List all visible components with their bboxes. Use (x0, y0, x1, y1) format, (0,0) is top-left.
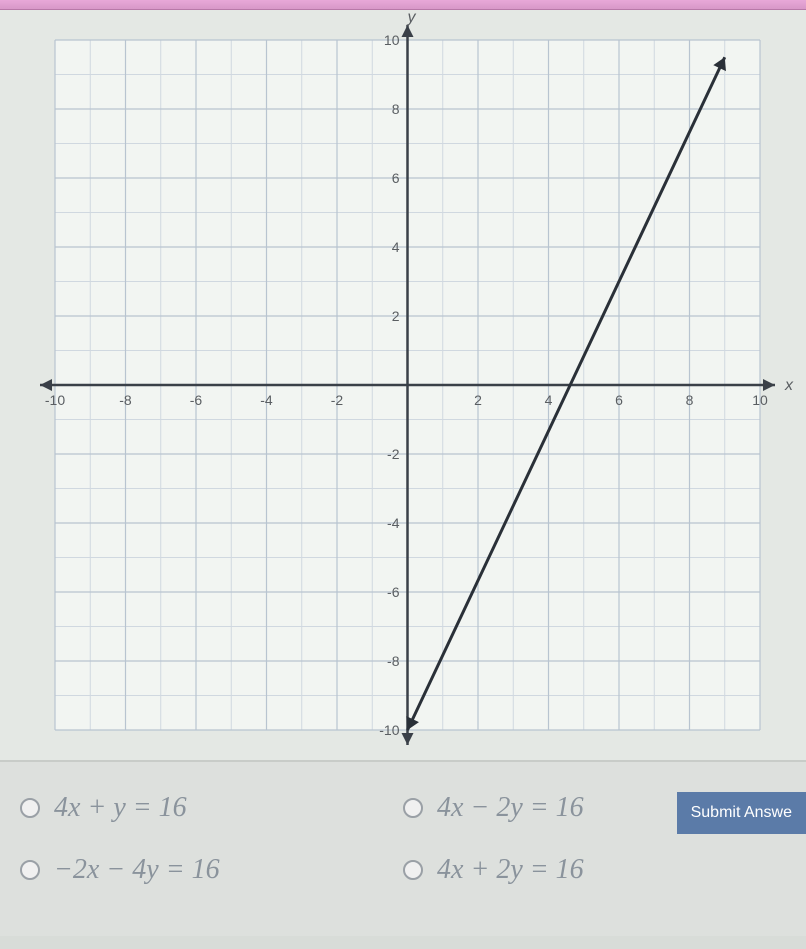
coordinate-chart: -10 -8 -6 -4 -2 2 4 6 8 10 -10 -8 -6 -4 -2 2 4 6 8 10 x y (0, 10, 806, 760)
radio-icon[interactable] (20, 860, 40, 880)
top-accent-bar (0, 0, 806, 10)
svg-text:4: 4 (392, 239, 400, 255)
svg-text:-4: -4 (260, 392, 273, 408)
svg-text:-6: -6 (190, 392, 203, 408)
svg-text:10: 10 (752, 392, 768, 408)
option-a-label: 4x + y = 16 (54, 792, 187, 824)
option-d-label: 4x + 2y = 16 (437, 854, 584, 886)
radio-icon[interactable] (20, 798, 40, 818)
svg-text:-10: -10 (379, 722, 399, 738)
svg-text:-2: -2 (331, 392, 344, 408)
svg-text:-8: -8 (119, 392, 132, 408)
svg-text:x: x (784, 377, 794, 394)
answer-panel: 4x + y = 16 4x − 2y = 16 −2x − 4y = 16 4… (0, 760, 806, 936)
svg-text:4: 4 (545, 392, 553, 408)
svg-text:8: 8 (686, 392, 694, 408)
graph-panel: -10 -8 -6 -4 -2 2 4 6 8 10 -10 -8 -6 -4 -2 2 4 6 8 10 x y (0, 10, 806, 760)
svg-text:-10: -10 (45, 392, 65, 408)
radio-icon[interactable] (403, 798, 423, 818)
svg-text:-8: -8 (387, 653, 400, 669)
svg-text:8: 8 (392, 101, 400, 117)
svg-text:-2: -2 (387, 446, 400, 462)
option-c-label: −2x − 4y = 16 (54, 854, 220, 886)
svg-text:y: y (407, 10, 417, 26)
svg-text:-4: -4 (387, 515, 400, 531)
svg-text:2: 2 (474, 392, 482, 408)
option-d[interactable]: 4x + 2y = 16 (403, 854, 786, 886)
svg-text:6: 6 (392, 170, 400, 186)
submit-button[interactable]: Submit Answe (677, 792, 806, 834)
option-b-label: 4x − 2y = 16 (437, 792, 584, 824)
option-c[interactable]: −2x − 4y = 16 (20, 854, 403, 886)
svg-text:-6: -6 (387, 584, 400, 600)
svg-text:2: 2 (392, 308, 400, 324)
option-a[interactable]: 4x + y = 16 (20, 792, 403, 824)
svg-text:6: 6 (615, 392, 623, 408)
radio-icon[interactable] (403, 860, 423, 880)
svg-text:10: 10 (384, 32, 400, 48)
